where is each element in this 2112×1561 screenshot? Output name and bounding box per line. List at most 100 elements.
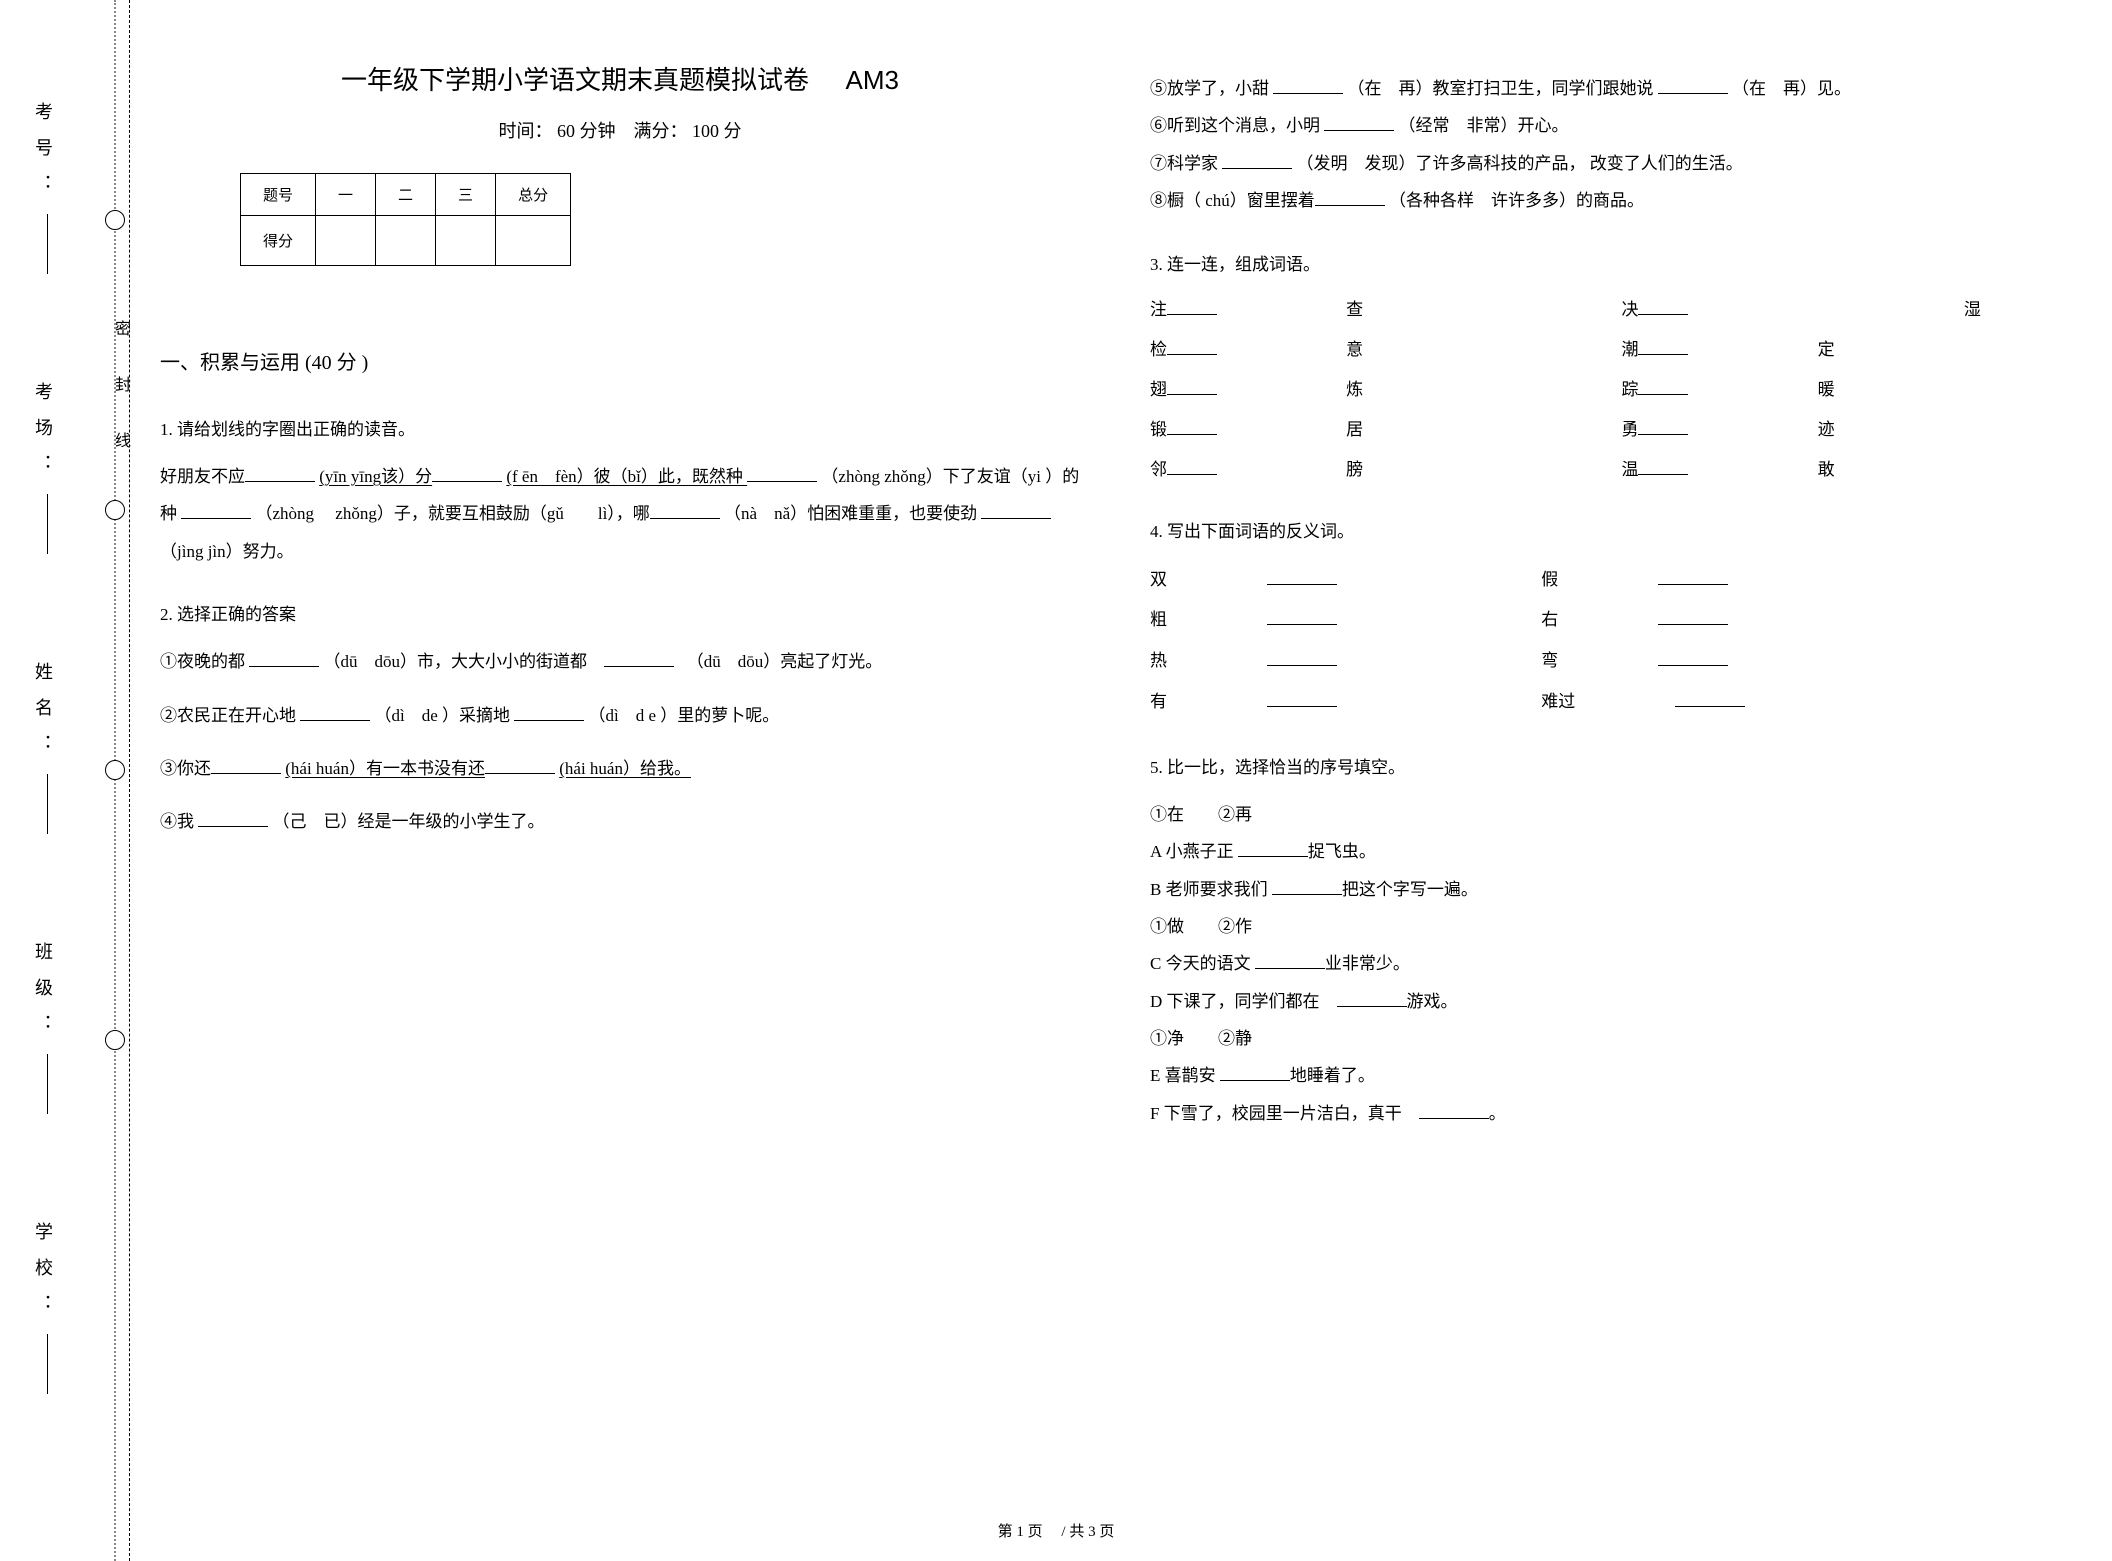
binding-label-room: 考场： xyxy=(30,382,56,558)
page-footer: 第 1 页 / 共 3 页 xyxy=(0,1520,2112,1541)
score-header: 二 xyxy=(376,174,436,216)
question-body: ①在 ②再 A 小燕子正 捉飞虫。 B 老师要求我们 把这个字写一遍。 ①做 ②… xyxy=(1150,796,2070,1133)
match-right: 意 xyxy=(1346,333,1452,367)
answer-blank[interactable] xyxy=(1638,375,1688,395)
answer-blank[interactable] xyxy=(1272,875,1342,895)
match-left: 踪 xyxy=(1621,373,1777,407)
answer-blank[interactable] xyxy=(1315,186,1385,206)
answer-blank[interactable] xyxy=(650,499,720,519)
antonym-row: 热 弯 有 难过 xyxy=(1150,641,2070,723)
question-heading: 4. 写出下面词语的反义词。 xyxy=(1150,517,2070,542)
match-left: 邻 xyxy=(1150,453,1306,487)
answer-blank[interactable] xyxy=(1419,1099,1489,1119)
answer-blank[interactable] xyxy=(1167,295,1217,315)
right-column: ⑤放学了，小甜 （在 再）教室打扫卫生，同学们跟她说 （在 再）见。 ⑥听到这个… xyxy=(1150,60,2070,1132)
answer-blank[interactable] xyxy=(604,647,674,667)
answer-blank[interactable] xyxy=(1267,565,1337,585)
answer-blank[interactable] xyxy=(1658,605,1728,625)
answer-blank[interactable] xyxy=(1238,837,1308,857)
score-header: 总分 xyxy=(496,174,571,216)
answer-blank[interactable] xyxy=(198,807,268,827)
table-row: 得分 xyxy=(241,216,571,266)
answer-blank[interactable] xyxy=(1167,335,1217,355)
answer-blank[interactable] xyxy=(1267,687,1337,707)
answer-blank[interactable] xyxy=(1267,646,1337,666)
answer-blank[interactable] xyxy=(181,499,251,519)
question-heading: 2. 选择正确的答案 xyxy=(160,600,1080,625)
match-right: 查 xyxy=(1346,293,1452,327)
match-left: 锻 xyxy=(1150,413,1306,447)
answer-blank[interactable] xyxy=(1658,565,1728,585)
answer-blank[interactable] xyxy=(1638,295,1688,315)
answer-blank[interactable] xyxy=(1255,949,1325,969)
match-right: 定 xyxy=(1818,333,1924,367)
binding-label-class: 班级： xyxy=(30,942,56,1118)
seal-circle-icon xyxy=(105,500,125,520)
match-left: 翅 xyxy=(1150,373,1306,407)
seal-circle-icon xyxy=(105,1030,125,1050)
match-right: 炼 xyxy=(1346,373,1452,407)
match-left: 决 xyxy=(1621,293,1777,327)
answer-blank[interactable] xyxy=(1638,415,1688,435)
answer-blank[interactable] xyxy=(1273,74,1343,94)
answer-blank[interactable] xyxy=(485,754,555,774)
match-left: 注 xyxy=(1150,293,1306,327)
question-heading: 1. 请给划线的字圈出正确的读音。 xyxy=(160,415,1080,440)
table-row: 题号 一 二 三 总分 xyxy=(241,174,571,216)
answer-blank[interactable] xyxy=(1324,111,1394,131)
answer-blank[interactable] xyxy=(514,701,584,721)
score-cell[interactable] xyxy=(376,216,436,266)
score-table: 题号 一 二 三 总分 得分 xyxy=(240,173,571,266)
binding-label-exam-id: 考号： xyxy=(30,102,56,278)
answer-blank[interactable] xyxy=(1337,987,1407,1007)
answer-blank[interactable] xyxy=(211,754,281,774)
question-body: 好朋友不应 (yīn yīng该）分 (f ēn fèn）彼（bǐ）此，既然种 … xyxy=(160,458,1080,570)
match-right: 居 xyxy=(1346,413,1452,447)
score-row-label: 得分 xyxy=(241,216,316,266)
answer-blank[interactable] xyxy=(1220,1061,1290,1081)
match-right: 湿 xyxy=(1964,293,2070,327)
score-header: 一 xyxy=(316,174,376,216)
question-body: ⑤放学了，小甜 （在 再）教室打扫卫生，同学们跟她说 （在 再）见。 ⑥听到这个… xyxy=(1150,70,2070,220)
binding-label-school: 学校： xyxy=(30,1222,56,1398)
answer-blank[interactable] xyxy=(1222,149,1292,169)
question-heading: 5. 比一比，选择恰当的序号填空。 xyxy=(1150,753,2070,778)
answer-blank[interactable] xyxy=(747,462,817,482)
seal-circle-icon xyxy=(105,760,125,780)
seal-circle-icon xyxy=(105,210,125,230)
match-left: 温 xyxy=(1621,453,1777,487)
match-right: 膀 xyxy=(1346,453,1452,487)
score-cell[interactable] xyxy=(496,216,571,266)
answer-blank[interactable] xyxy=(1658,74,1728,94)
binding-label-name: 姓名： xyxy=(30,662,56,838)
answer-blank[interactable] xyxy=(1658,646,1728,666)
seal-line: 密封线 xyxy=(100,0,130,1561)
answer-blank[interactable] xyxy=(1675,687,1745,707)
score-cell[interactable] xyxy=(316,216,376,266)
answer-blank[interactable] xyxy=(300,701,370,721)
answer-blank[interactable] xyxy=(1167,415,1217,435)
match-left: 勇 xyxy=(1621,413,1777,447)
score-cell[interactable] xyxy=(436,216,496,266)
section-title: 一、积累与运用 (40 分 ) xyxy=(160,346,1080,375)
exam-code: AM3 xyxy=(846,65,899,95)
answer-blank[interactable] xyxy=(432,462,502,482)
answer-blank[interactable] xyxy=(1267,605,1337,625)
answer-blank[interactable] xyxy=(1638,335,1688,355)
left-column: 一年级下学期小学语文期末真题模拟试卷 AM3 时间： 60 分钟 满分： 100… xyxy=(160,60,1080,1132)
match-right: 迹 xyxy=(1818,413,1924,447)
answer-blank[interactable] xyxy=(981,499,1051,519)
score-header: 题号 xyxy=(241,174,316,216)
match-left: 检 xyxy=(1150,333,1306,367)
page-content: 一年级下学期小学语文期末真题模拟试卷 AM3 时间： 60 分钟 满分： 100… xyxy=(160,60,2080,1132)
answer-blank[interactable] xyxy=(249,647,319,667)
seal-text-line: 密封线 xyxy=(108,320,132,488)
answer-blank[interactable] xyxy=(1638,455,1688,475)
match-right: 敢 xyxy=(1818,453,1924,487)
answer-blank[interactable] xyxy=(245,462,315,482)
answer-blank[interactable] xyxy=(1167,455,1217,475)
answer-blank[interactable] xyxy=(1167,375,1217,395)
binding-labels: 考号： 考场： 姓名： 班级： 学校： xyxy=(30,50,56,1450)
page-title: 一年级下学期小学语文期末真题模拟试卷 AM3 xyxy=(160,60,1080,97)
match-right: 暖 xyxy=(1818,373,1924,407)
